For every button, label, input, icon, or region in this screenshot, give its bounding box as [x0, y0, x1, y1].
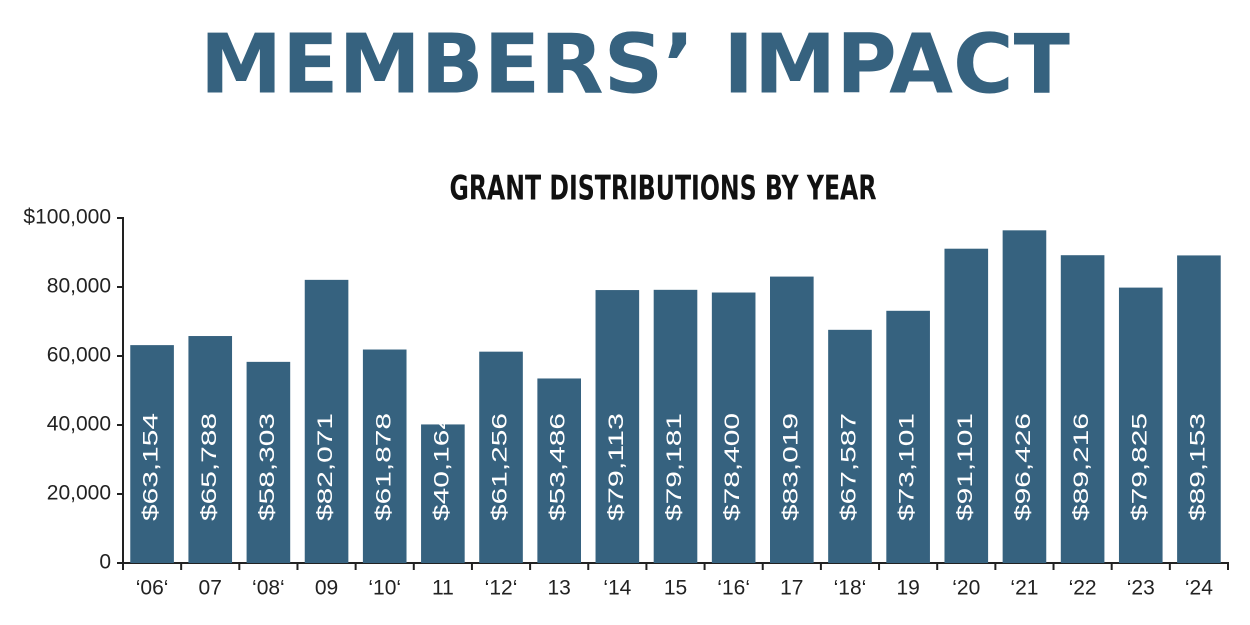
value-label: $58,303	[256, 413, 279, 521]
x-tick-label: ‘10‘	[368, 577, 401, 600]
y-tick-label: 80,000	[47, 275, 111, 298]
x-tick-label: ‘18‘	[834, 577, 867, 600]
value-label: $61,256	[489, 413, 512, 521]
value-label: $89,216	[1070, 413, 1093, 521]
bar	[188, 336, 233, 563]
x-tick-label: ‘20	[952, 577, 980, 600]
value-label: $89,153	[1186, 413, 1209, 521]
bar	[1002, 230, 1047, 563]
bar	[130, 345, 174, 563]
x-tick-label: ‘16‘	[717, 577, 750, 600]
bar	[1060, 255, 1105, 563]
value-label: $53,486	[547, 413, 570, 521]
value-label: $91,101	[954, 413, 977, 521]
bar	[537, 378, 581, 563]
x-tick-label: 09	[315, 577, 338, 600]
y-tick-label: 40,000	[47, 413, 111, 436]
value-label: $73,101	[896, 413, 919, 521]
x-tick-label: ‘14	[603, 577, 631, 600]
bar	[944, 248, 989, 564]
x-tick-label: 15	[664, 577, 687, 600]
y-tick-label: $100,000	[23, 206, 111, 229]
bar	[828, 329, 872, 563]
value-label: $67,587	[838, 413, 861, 521]
value-label: $96,426	[1012, 413, 1035, 521]
chart-subtitle: GRANT DISTRIBUTIONS BY YEAR	[450, 169, 877, 209]
bar	[246, 361, 291, 563]
value-label: $78,400	[721, 413, 744, 521]
bar	[653, 289, 698, 563]
x-tick-label: ‘08‘	[252, 577, 285, 600]
bar	[1118, 287, 1163, 563]
value-label: $40,164	[430, 413, 453, 521]
bar	[1177, 255, 1221, 563]
bar	[479, 351, 523, 563]
bar	[770, 276, 814, 563]
y-tick-label: 0	[99, 551, 111, 574]
bar	[421, 424, 465, 563]
bar	[595, 290, 640, 563]
chart-title: MEMBERS’ IMPACT	[200, 17, 1070, 112]
bar	[886, 310, 930, 563]
x-tick-label: 19	[896, 577, 919, 600]
value-label: $79,113	[605, 413, 628, 521]
x-tick-label: 11	[432, 577, 454, 600]
x-tick-label: ‘24	[1185, 577, 1213, 600]
x-tick-label: ‘22	[1069, 577, 1097, 600]
x-tick-label: ‘21	[1010, 577, 1038, 600]
y-tick-label: 60,000	[47, 344, 111, 367]
x-tick-label: 07	[199, 577, 222, 600]
x-tick-label: ‘12‘	[485, 577, 518, 600]
value-label: $65,788	[198, 413, 221, 521]
value-label: $83,019	[779, 413, 802, 521]
value-label: $79,825	[1128, 413, 1151, 521]
x-tick-label: 13	[548, 577, 571, 600]
bar	[362, 349, 407, 563]
value-label: $61,878	[372, 413, 395, 521]
value-label: $79,181	[663, 413, 686, 521]
bar	[711, 292, 756, 563]
bar	[304, 279, 349, 563]
x-tick-label: ‘23	[1127, 577, 1155, 600]
y-tick-label: 20,000	[47, 482, 111, 505]
x-tick-label: 17	[780, 577, 803, 600]
x-tick-label: ‘06‘	[136, 577, 169, 600]
value-label: $82,071	[314, 413, 337, 521]
value-label: $63,154	[140, 413, 163, 521]
